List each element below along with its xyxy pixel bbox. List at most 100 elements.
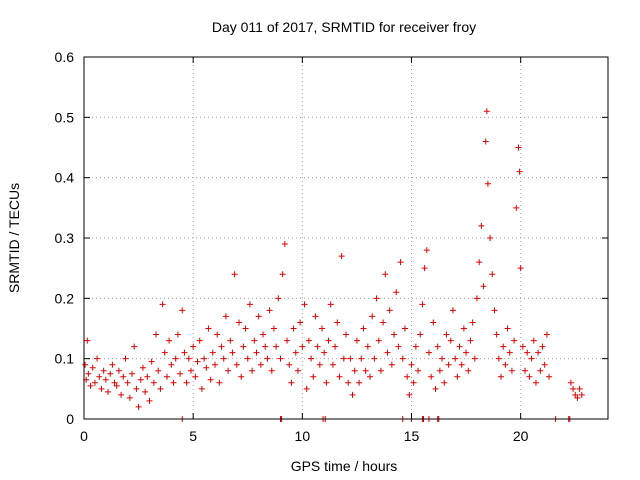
data-point-60 [209,349,216,356]
data-point-35 [155,367,162,374]
data-point-161 [430,319,437,326]
data-point-53 [194,358,201,365]
data-point-87 [268,367,275,374]
tick-labels: 0 0.1 0.2 0.3 0.4 0.5 0.6 0 5 10 15 20 [55,49,529,444]
data-point-113 [325,337,332,344]
data-point-23 [129,370,136,377]
data-point-45 [177,370,184,377]
y-tick-label-4: 0.4 [55,170,75,186]
data-point-167 [443,331,450,338]
grid-layer [84,57,608,419]
x-tick-label-2: 10 [295,428,311,444]
data-point-140 [384,349,391,356]
x-tick-label-1: 5 [189,428,197,444]
data-point-186 [483,108,490,115]
data-point-105 [308,355,315,362]
data-point-213 [539,343,546,350]
data-point-29 [142,388,149,395]
data-point-97 [290,325,297,332]
data-point-217 [567,379,574,386]
data-point-125 [351,367,358,374]
y-tick-label-1: 0.1 [55,351,75,367]
data-point-120 [340,355,347,362]
data-point-26 [135,403,142,410]
data-point-165 [439,355,446,362]
data-point-52 [192,373,199,380]
data-point-58 [205,325,212,332]
data-point-221 [576,385,583,392]
data-point-33 [150,379,157,386]
data-point-30 [144,373,151,380]
data-point-3 [85,370,92,377]
data-point-191 [493,331,500,338]
data-point-81 [255,313,262,320]
data-point-70 [231,271,238,278]
data-point-148 [401,325,408,332]
data-point-89 [273,343,280,350]
data-point-222 [578,391,585,398]
data-point-207 [526,373,533,380]
data-point-104 [305,337,312,344]
data-point-160 [428,373,435,380]
data-point-214 [541,361,548,368]
x-axis-label: GPS time / hours [291,458,398,474]
data-point-218 [570,385,577,392]
data-point-69 [229,349,236,356]
data-point-185 [482,138,489,145]
data-point-55 [198,385,205,392]
data-point-96 [288,379,295,386]
data-point-168 [445,361,452,368]
data-point-72 [236,319,243,326]
data-point-8 [96,373,103,380]
data-point-98 [292,349,299,356]
data-point-139 [382,271,389,278]
data-point-163 [434,343,441,350]
data-point-66 [222,313,229,320]
data-point-146 [397,259,404,266]
data-point-50 [187,367,194,374]
data-point-24 [131,343,138,350]
data-point-39 [163,373,170,380]
x-tick-label-4: 20 [513,428,529,444]
data-point-204 [519,343,526,350]
data-point-32 [148,358,155,365]
data-point-187 [484,180,491,187]
data-point-46 [179,307,186,314]
data-point-144 [393,289,400,296]
data-point-219 [572,391,579,398]
data-point-91 [277,355,284,362]
data-point-143 [391,331,398,338]
data-point-65 [220,355,227,362]
data-point-192 [495,355,502,362]
data-point-212 [537,367,544,374]
data-point-10 [100,367,107,374]
data-point-183 [478,222,485,229]
data-point-9 [98,385,105,392]
data-point-34 [153,331,160,338]
data-point-42 [170,379,177,386]
data-point-152 [410,379,417,386]
data-point-129 [360,325,367,332]
data-point-5 [89,364,96,371]
data-point-171 [452,355,459,362]
data-point-209 [530,337,537,344]
data-point-11 [102,376,109,383]
data-point-94 [284,337,291,344]
data-point-194 [500,343,507,350]
data-point-57 [203,364,210,371]
data-point-198 [508,367,515,374]
data-point-82 [257,361,264,368]
data-point-88 [270,325,277,332]
data-point-128 [358,355,365,362]
y-tick-label-2: 0.2 [55,290,75,306]
data-point-27 [137,376,144,383]
data-point-137 [377,367,384,374]
data-point-220 [574,394,581,401]
data-point-157 [421,265,428,272]
data-point-216 [546,373,553,380]
data-point-175 [460,325,467,332]
data-point-159 [425,349,432,356]
data-point-210 [532,379,539,386]
data-point-54 [196,337,203,344]
